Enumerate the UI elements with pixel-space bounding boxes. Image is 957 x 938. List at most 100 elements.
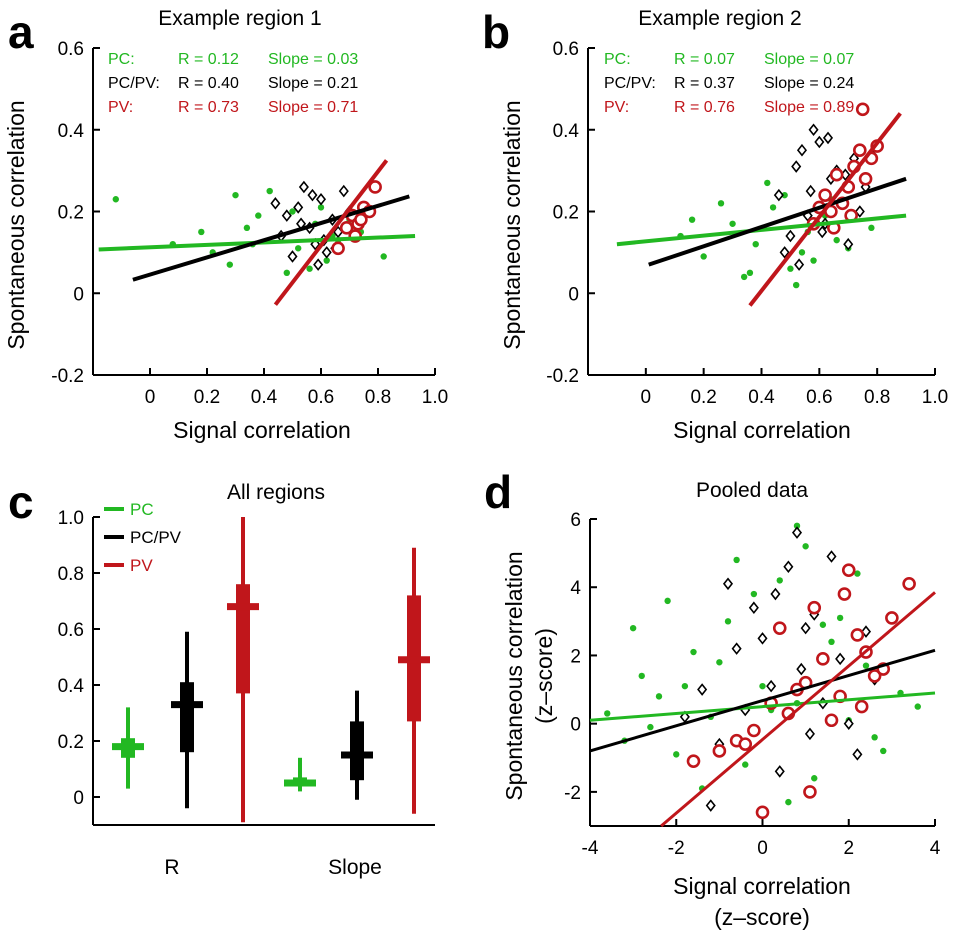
category-label-slope: Slope <box>328 856 382 879</box>
x-tick-label: 0 <box>641 387 652 408</box>
fit-line-pcpv <box>648 176 907 267</box>
panel-b: Example region 2 Signal correlation Spon… <box>499 7 948 443</box>
y-tick-label: 0 <box>73 788 84 809</box>
pc-point <box>854 570 861 577</box>
panel-b-xlabel: Signal correlation <box>673 417 851 443</box>
pc-point <box>604 710 611 717</box>
fit-line-pc <box>589 691 936 722</box>
pc-point <box>226 261 233 268</box>
pcpv-point <box>298 180 309 194</box>
pv-point <box>850 628 865 642</box>
x-tick-label: 1.0 <box>422 387 448 408</box>
y-tick-label: 1.0 <box>58 508 84 529</box>
pcpv-point <box>270 197 281 210</box>
panel-a-stats: PC: R = 0.12 Slope = 0.03 PC/PV: R = 0.4… <box>108 51 358 116</box>
pc-point <box>769 204 777 211</box>
pcpv-point <box>791 160 802 173</box>
pc-point <box>880 747 887 755</box>
pc-point <box>785 798 792 806</box>
pcpv-point <box>287 250 298 263</box>
pcpv-point <box>814 135 825 149</box>
panel-d-ylabel2: (z–score) <box>531 628 557 724</box>
pv-point <box>803 785 817 799</box>
pc-point <box>647 723 654 731</box>
pv-point <box>331 241 345 256</box>
stat-pv-r: R = 0.76 <box>674 99 735 116</box>
pcpv-point <box>770 587 781 601</box>
stat-pcpv-label: PC/PV: <box>108 75 160 92</box>
pc-point <box>752 241 759 248</box>
pcpv-point <box>705 799 716 812</box>
pv-point <box>854 699 869 714</box>
y-tick-label: 0.8 <box>58 564 84 585</box>
fit-line-pv <box>273 159 389 306</box>
pcpv-point <box>835 652 846 666</box>
panel-c-title: All regions <box>227 481 325 504</box>
pv-point <box>853 143 867 157</box>
pc-point <box>295 245 302 252</box>
x-tick-label: 0.6 <box>308 387 334 408</box>
pc-point <box>255 212 262 219</box>
pv-point <box>837 587 852 601</box>
pc-point <box>724 618 732 625</box>
pc-point <box>802 543 809 550</box>
y-tick-label: 0 <box>570 715 581 736</box>
pcpv-point <box>808 123 819 137</box>
pcpv-point <box>307 188 318 202</box>
pcpv-point <box>843 717 854 730</box>
x-tick-label: 0.8 <box>365 387 391 408</box>
panel-b-title: Example region 2 <box>638 7 801 30</box>
pc-point <box>914 703 921 710</box>
pc-point <box>862 662 870 669</box>
pv-point <box>885 611 899 625</box>
pc-point <box>243 224 251 232</box>
pc-point <box>764 179 771 187</box>
x-tick-label: 0.4 <box>748 387 775 408</box>
stat-pc-slope: Slope = 0.03 <box>268 51 358 68</box>
pcpv-point <box>766 679 777 693</box>
pcpv-point <box>800 621 811 635</box>
x-tick-label: 2 <box>843 838 854 859</box>
stat-pv-label: PV: <box>604 99 629 116</box>
pcpv-point <box>757 632 768 645</box>
y-tick-label: 0.6 <box>58 39 84 60</box>
pcpv-point <box>748 601 759 614</box>
pcpv-point <box>313 258 324 271</box>
stat-pc-r: R = 0.07 <box>674 51 735 68</box>
pcpv-point <box>773 188 784 202</box>
pcpv-point <box>281 209 292 222</box>
pc-point <box>700 253 707 260</box>
pv-point <box>816 652 830 666</box>
pv-point <box>712 744 727 758</box>
stat-pc-r: R = 0.12 <box>178 51 239 68</box>
pcpv-point <box>697 683 708 696</box>
pcpv-point <box>796 143 808 157</box>
y-tick-label: -2 <box>564 783 581 804</box>
pc-point <box>112 196 120 203</box>
y-tick-label: 0.6 <box>553 39 579 60</box>
stat-pcpv-slope: Slope = 0.24 <box>764 75 854 92</box>
stat-pcpv-r: R = 0.40 <box>178 75 239 92</box>
fit-line-pv <box>660 591 936 828</box>
pv-point <box>867 669 882 683</box>
x-tick-label: -4 <box>582 838 599 859</box>
pc-point <box>836 614 844 622</box>
panel-b-ylabel: Spontaneous correlation <box>499 100 525 349</box>
panel-d-xlabel: Signal correlation <box>673 873 851 899</box>
y-tick-label: 0.2 <box>58 732 84 753</box>
pc-point <box>793 281 800 289</box>
pc-point <box>793 522 801 530</box>
x-tick-label: 0.8 <box>864 387 890 408</box>
legend-label-pc: PC <box>130 500 154 519</box>
pcpv-point <box>822 131 834 145</box>
pv-point <box>738 737 753 751</box>
stat-pcpv-label: PC/PV: <box>604 75 656 92</box>
pv-point <box>772 621 787 635</box>
x-tick-label: 0 <box>145 387 156 408</box>
pc-point <box>198 228 205 236</box>
pv-point <box>829 167 844 182</box>
stat-pv-slope: Slope = 0.71 <box>268 99 358 116</box>
stat-pv-label: PV: <box>108 99 133 116</box>
pcpv-point <box>779 246 790 259</box>
x-tick-label: 0.4 <box>251 387 278 408</box>
